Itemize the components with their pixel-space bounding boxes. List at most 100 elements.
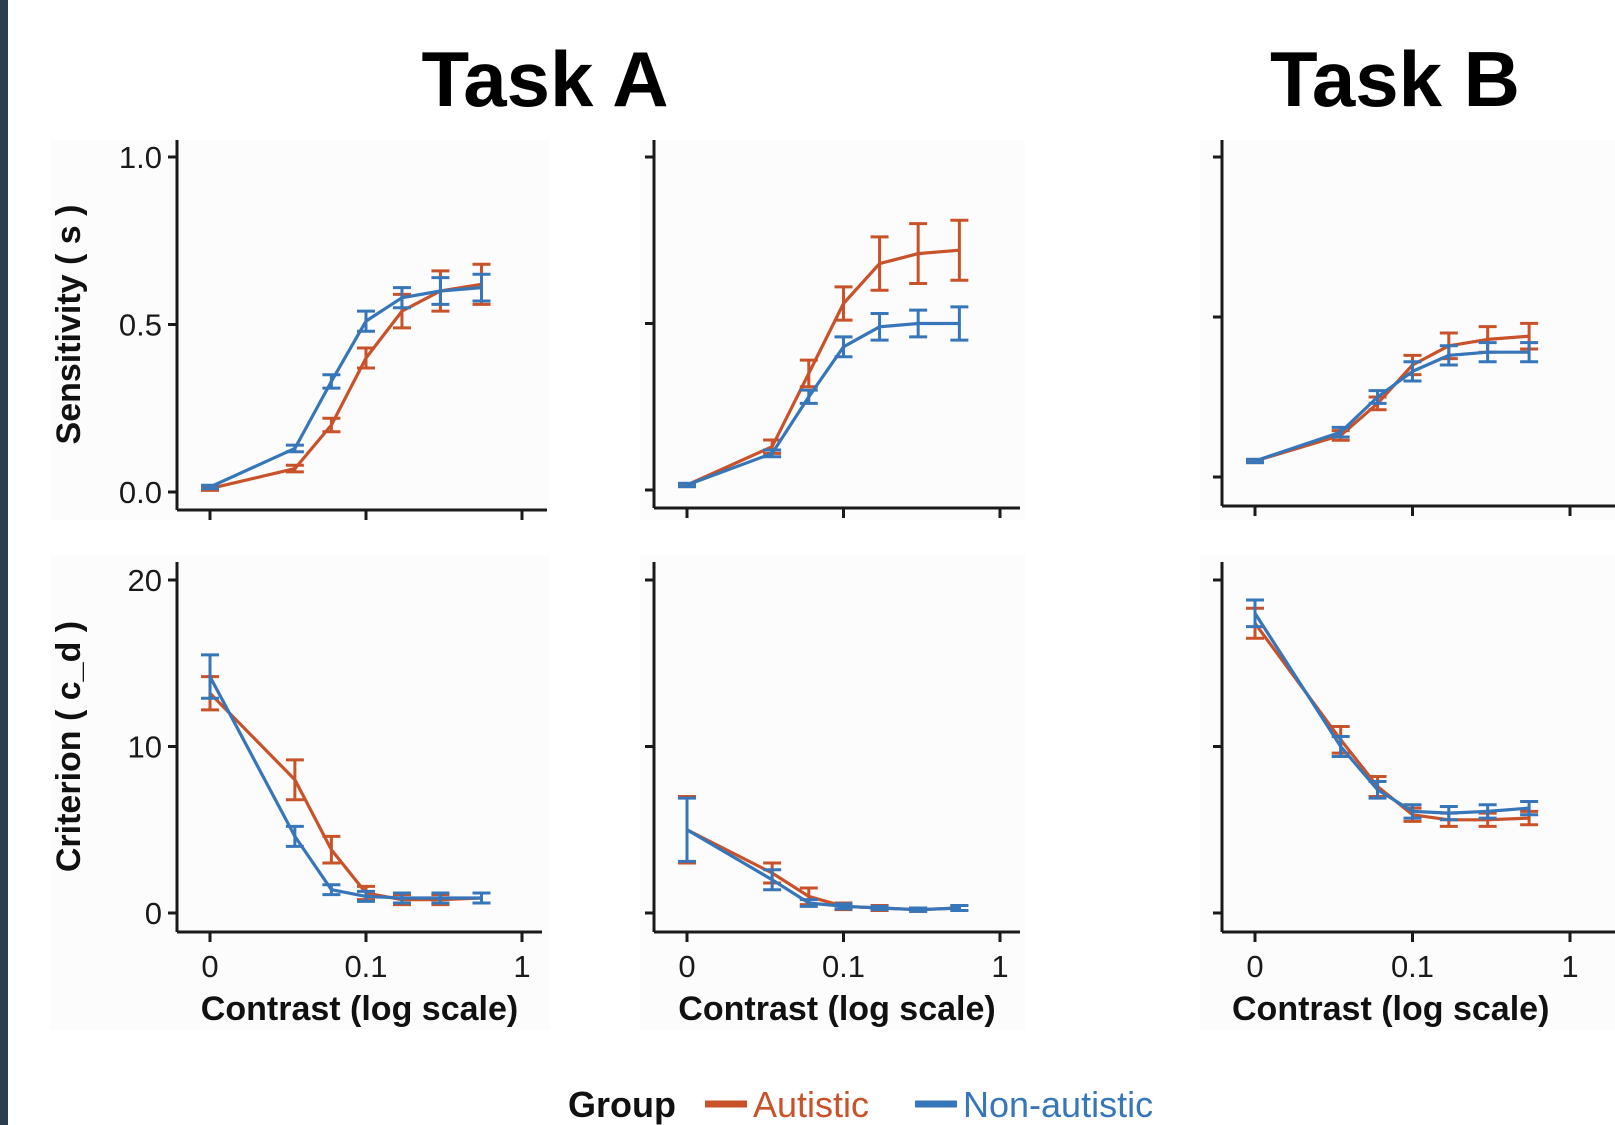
data-point-nonautistic <box>364 319 368 323</box>
data-point-autistic <box>807 894 811 898</box>
x-tick-label: 1 <box>991 949 1008 984</box>
x-tick-label: 0 <box>201 949 218 984</box>
error-bar-autistic <box>950 218 969 282</box>
series-nonautistic <box>678 796 969 913</box>
data-point-autistic <box>329 848 333 852</box>
error-bar-nonautistic <box>799 388 818 405</box>
error-bar-nonautistic <box>1520 799 1539 817</box>
panel-background <box>640 555 1025 1030</box>
x-tick-label: 0.1 <box>344 949 387 984</box>
series-nonautistic <box>201 272 491 491</box>
y-tick-label: 10 <box>128 730 162 765</box>
error-bar-nonautistic <box>909 308 928 339</box>
x-axis-label: Contrast (log scale) <box>1232 990 1549 1028</box>
error-bar-nonautistic <box>1246 598 1264 629</box>
task-b-title: Task B <box>1270 35 1520 123</box>
data-point-nonautistic <box>957 322 961 325</box>
x-tick-label: 0.1 <box>1391 949 1434 984</box>
series-nonautistic <box>678 305 969 489</box>
data-point-autistic <box>807 371 811 375</box>
left-frame-border <box>0 0 8 1125</box>
error-bar-nonautistic <box>678 796 696 863</box>
error-bar-nonautistic <box>201 653 219 700</box>
error-bar-nonautistic <box>1331 735 1350 758</box>
error-bar-nonautistic <box>472 891 491 905</box>
error-bar-nonautistic <box>799 898 818 908</box>
data-point-nonautistic <box>329 379 333 383</box>
data-point-nonautistic <box>807 901 811 905</box>
series-nonautistic <box>1246 341 1539 465</box>
error-bar-nonautistic <box>357 889 375 903</box>
error-bar-autistic <box>285 758 304 802</box>
x-tick-label: 1 <box>1561 949 1578 984</box>
data-point-nonautistic <box>916 908 920 912</box>
data-point-nonautistic <box>916 322 920 325</box>
data-point-nonautistic <box>1253 459 1257 463</box>
error-bar-nonautistic <box>1331 425 1350 439</box>
data-point-autistic <box>916 252 920 256</box>
series-nonautistic <box>1246 598 1539 822</box>
y-tick-label: 20 <box>128 563 162 598</box>
error-bar-autistic <box>357 346 375 370</box>
error-bar-nonautistic <box>1403 803 1422 820</box>
data-point-nonautistic <box>479 286 483 290</box>
x-tick-label: 0.1 <box>822 949 865 984</box>
data-point-autistic <box>878 262 882 266</box>
data-point-nonautistic <box>1376 788 1380 792</box>
data-point-autistic <box>293 467 297 471</box>
error-bar-nonautistic <box>201 483 219 491</box>
data-point-autistic <box>1527 334 1531 338</box>
x-axis-label: Contrast (log scale) <box>678 990 995 1028</box>
error-bar-nonautistic <box>1403 360 1422 383</box>
data-point-autistic <box>842 302 845 306</box>
error-bar-autistic <box>322 834 341 865</box>
panel-task-b-crit-5: 0 0.1 1 Contrast (log scale) <box>1200 555 1615 1030</box>
data-point-nonautistic <box>329 888 333 892</box>
data-point-autistic <box>1486 337 1490 341</box>
data-point-nonautistic <box>293 834 297 838</box>
error-bar-nonautistic <box>431 276 450 306</box>
error-bar-nonautistic <box>763 868 782 892</box>
error-bar-nonautistic <box>1520 341 1539 364</box>
error-bar-nonautistic <box>1439 344 1458 367</box>
error-bar-nonautistic <box>285 824 304 848</box>
data-point-nonautistic <box>807 395 811 399</box>
error-bar-nonautistic <box>1478 803 1497 820</box>
data-point-autistic <box>770 445 774 449</box>
data-point-nonautistic <box>400 896 404 900</box>
panel-task-b-sens-2 <box>1200 140 1615 520</box>
x-tick-label: 1 <box>513 949 530 984</box>
data-point-nonautistic <box>770 878 774 882</box>
data-point-nonautistic <box>1527 806 1531 810</box>
error-bar-nonautistic <box>1246 457 1264 465</box>
panel-task-a-crit-3: 0 10 20 0 0.1 1 Contrast (log scale) Criterion … <box>50 555 550 1030</box>
data-point-nonautistic <box>685 483 689 487</box>
error-bar-nonautistic <box>678 481 696 489</box>
data-point-nonautistic <box>400 296 404 300</box>
data-point-nonautistic <box>770 451 774 455</box>
error-bar-nonautistic <box>870 312 889 342</box>
data-point-nonautistic <box>1339 430 1343 434</box>
error-bar-nonautistic <box>322 373 341 390</box>
error-bar-autistic <box>834 285 853 322</box>
error-bar-nonautistic <box>909 906 928 913</box>
data-point-nonautistic <box>208 485 212 489</box>
panel-background <box>640 140 1025 520</box>
data-point-nonautistic <box>438 289 442 293</box>
data-point-nonautistic <box>1486 809 1490 813</box>
data-point-nonautistic <box>957 906 961 910</box>
data-point-nonautistic <box>364 894 368 898</box>
error-bar-autistic <box>285 463 304 474</box>
y-tick-label: 1.0 <box>119 140 162 175</box>
data-point-nonautistic <box>1447 353 1451 357</box>
data-point-nonautistic <box>1339 745 1343 748</box>
panel-task-a-sens-1 <box>640 140 1025 520</box>
error-bar-nonautistic <box>392 286 411 310</box>
error-bar-nonautistic <box>1368 779 1387 800</box>
x-tick-label: 0 <box>678 949 695 984</box>
legend-label-nonautistic: Non-autistic <box>963 1084 1153 1125</box>
x-tick-label: 0 <box>1246 949 1263 984</box>
x-axis-label: Contrast (log scale) <box>201 990 518 1028</box>
y-tick-label: 0.0 <box>119 475 162 510</box>
data-point-nonautistic <box>842 345 845 349</box>
